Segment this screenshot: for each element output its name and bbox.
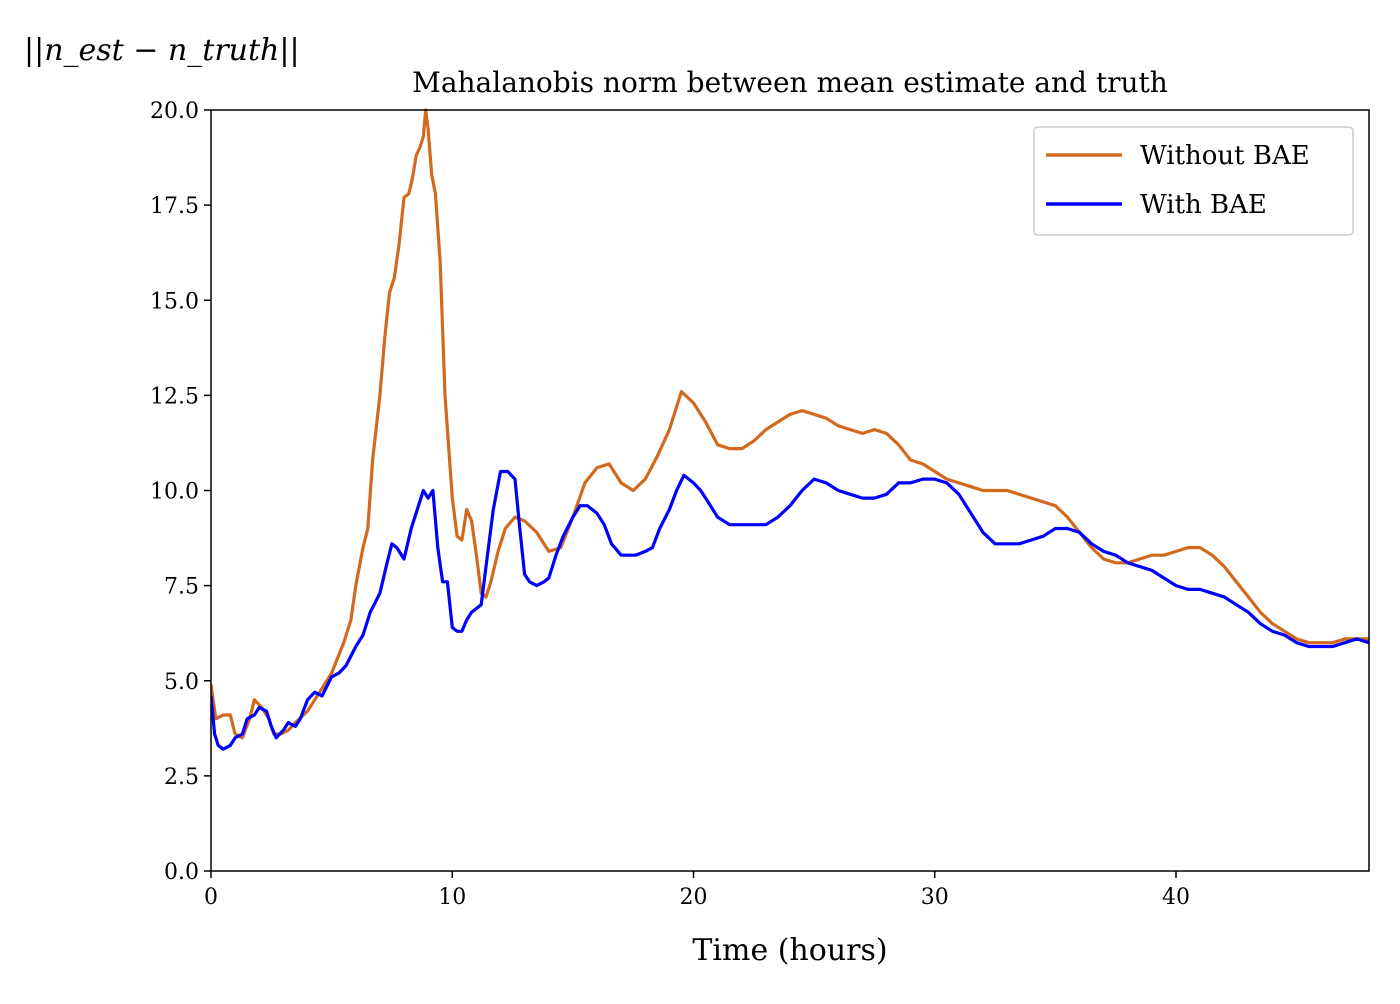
- y-tick-label: 17.5: [150, 194, 199, 219]
- y-tick-label: 7.5: [164, 575, 199, 600]
- y-tick-label: 20.0: [150, 99, 199, 124]
- x-tick-label: 10: [438, 885, 466, 910]
- axis-ticks: 0 10 20 30 40 0.0 2.5 5.0 7.5 10.0 12.5 15.0 17.5 20.…: [150, 99, 1190, 910]
- x-tick-label: 0: [204, 885, 218, 910]
- y-axis-label: ||n_est − n_truth||: [24, 33, 300, 68]
- legend: Without BAE With BAE: [1033, 126, 1354, 236]
- chart-title: Mahalanobis norm between mean estimate a…: [412, 66, 1168, 99]
- y-tick-label: 10.0: [150, 480, 199, 505]
- y-tick-label: 12.5: [150, 384, 199, 409]
- series-line-with-bae: [211, 469, 1369, 751]
- legend-label: Without BAE: [1140, 141, 1310, 171]
- y-tick-label: 15.0: [150, 289, 199, 314]
- legend-label: With BAE: [1140, 190, 1267, 220]
- y-tick-label: 2.5: [164, 765, 199, 790]
- y-tick-label: 0.0: [164, 860, 199, 885]
- plot-frame: [210, 109, 1370, 872]
- x-axis-label: Time (hours): [692, 933, 887, 968]
- x-tick-label: 40: [1162, 885, 1190, 910]
- y-tick-label: 5.0: [164, 670, 199, 695]
- series-group: [211, 108, 1369, 751]
- x-tick-label: 30: [921, 885, 949, 910]
- x-tick-label: 20: [680, 885, 708, 910]
